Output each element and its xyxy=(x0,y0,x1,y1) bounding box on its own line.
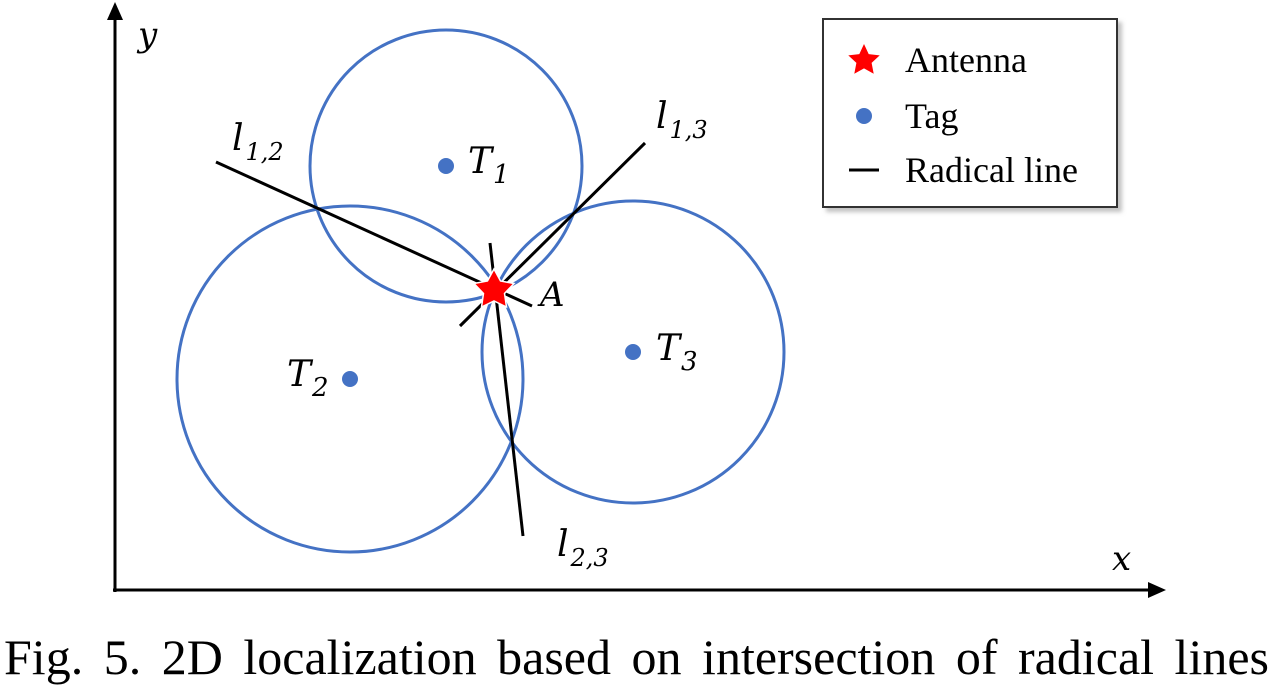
radical-label-l23: l2,3 xyxy=(557,524,609,572)
tag-point-t3 xyxy=(625,344,641,360)
legend-radical-line-label: Radical line xyxy=(905,150,1078,190)
x-axis-arrow xyxy=(1148,582,1166,598)
y-axis-label: y xyxy=(136,15,158,55)
tag-circles xyxy=(175,28,786,554)
tag-label-t3: T3 xyxy=(656,328,698,377)
tag-points xyxy=(342,158,641,387)
legend-tag-label: Tag xyxy=(905,96,958,136)
legend-antenna-label: Antenna xyxy=(905,40,1027,80)
legend-antenna-icon xyxy=(848,44,880,74)
radical-lines xyxy=(215,141,647,537)
localization-diagram: y x T1 T2 T3 l1,2 l1,3 l2,3 A Antenna Ta… xyxy=(107,2,1166,598)
x-axis-label: x xyxy=(1112,539,1131,579)
circle-t2 xyxy=(175,204,525,554)
radical-label-l13: l1,3 xyxy=(656,96,708,144)
figure-caption: Fig. 5. 2D localization based on interse… xyxy=(4,629,1269,685)
tag-point-t2 xyxy=(342,371,358,387)
circle-t1 xyxy=(308,28,584,304)
tag-label-t2: T2 xyxy=(287,354,329,403)
tag-label-t1: T1 xyxy=(468,141,510,190)
legend-tag-icon xyxy=(856,108,872,124)
axes: y x xyxy=(107,2,1166,598)
antenna-label: A xyxy=(537,275,565,315)
circle-t3 xyxy=(480,199,786,505)
legend-box xyxy=(822,18,1118,208)
radical-label-l12: l1,2 xyxy=(232,118,284,166)
y-axis-arrow xyxy=(107,2,123,20)
antenna-star xyxy=(472,267,516,309)
tag-point-t1 xyxy=(438,158,454,174)
legend: Antenna Tag Radical line xyxy=(822,18,1118,208)
